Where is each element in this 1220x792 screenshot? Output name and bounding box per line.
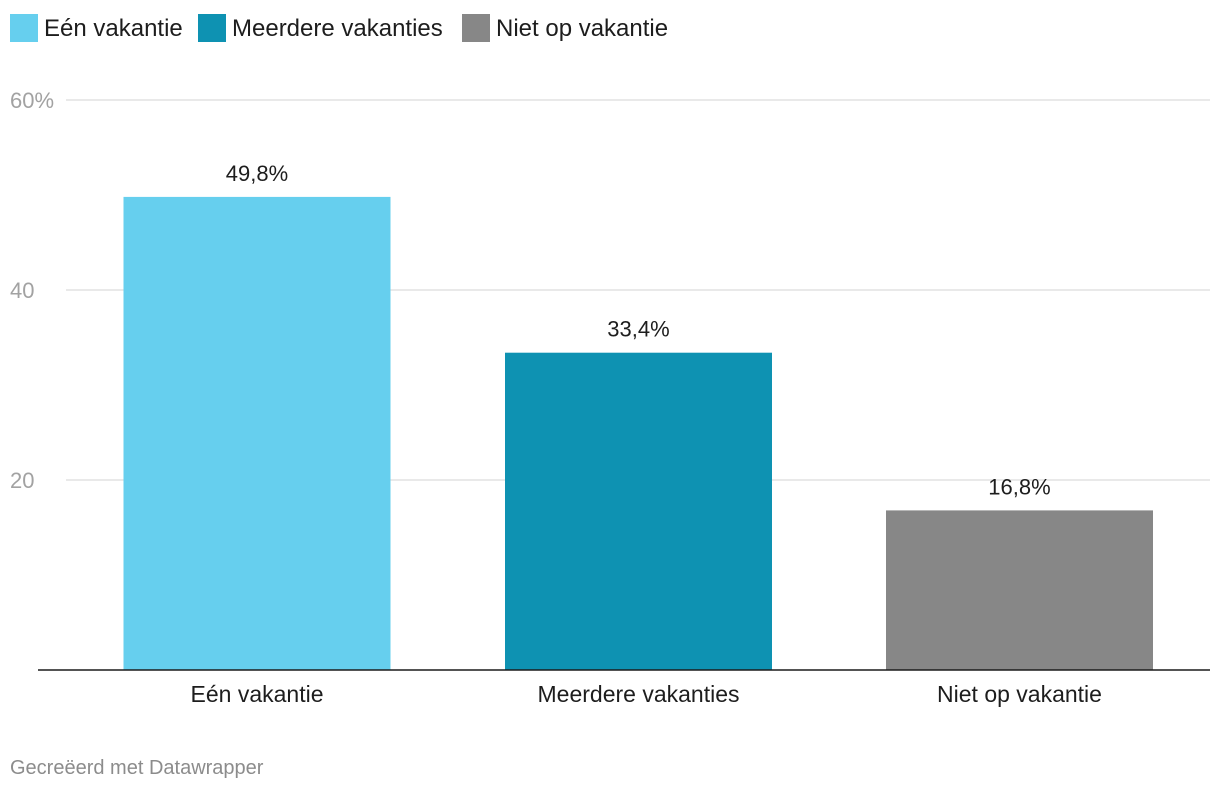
- bar-value-label: 49,8%: [226, 161, 288, 186]
- bar-value-label: 16,8%: [988, 474, 1050, 499]
- category-labels: Eén vakantie Meerdere vakanties Niet op va…: [191, 681, 1102, 707]
- legend-label: Meerdere vakanties: [232, 15, 443, 42]
- legend-swatch: [462, 14, 490, 42]
- y-tick-label: 40: [10, 278, 34, 303]
- footer-credit: Gecreëerd met Datawrapper: [10, 757, 264, 779]
- legend-swatch: [198, 14, 226, 42]
- category-label: Niet op vakantie: [937, 681, 1102, 707]
- bar: [886, 510, 1153, 670]
- legend: Eén vakantie Meerdere vakanties Niet op va…: [10, 14, 668, 42]
- value-labels: 49,8% 33,4% 16,8%: [226, 161, 1051, 500]
- legend-label: Eén vakantie: [44, 15, 183, 42]
- y-tick-label: 60%: [10, 88, 54, 113]
- bars: [123, 196, 1153, 670]
- bar: [505, 352, 772, 670]
- category-label: Meerdere vakanties: [538, 681, 740, 707]
- bar: [123, 196, 391, 670]
- bar-value-label: 33,4%: [607, 317, 669, 342]
- y-tick-label: 20: [10, 468, 34, 493]
- legend-swatch: [10, 14, 38, 42]
- legend-label: Niet op vakantie: [496, 15, 668, 42]
- y-axis-ticks: 20 40 60%: [10, 88, 54, 493]
- category-label: Eén vakantie: [191, 681, 324, 707]
